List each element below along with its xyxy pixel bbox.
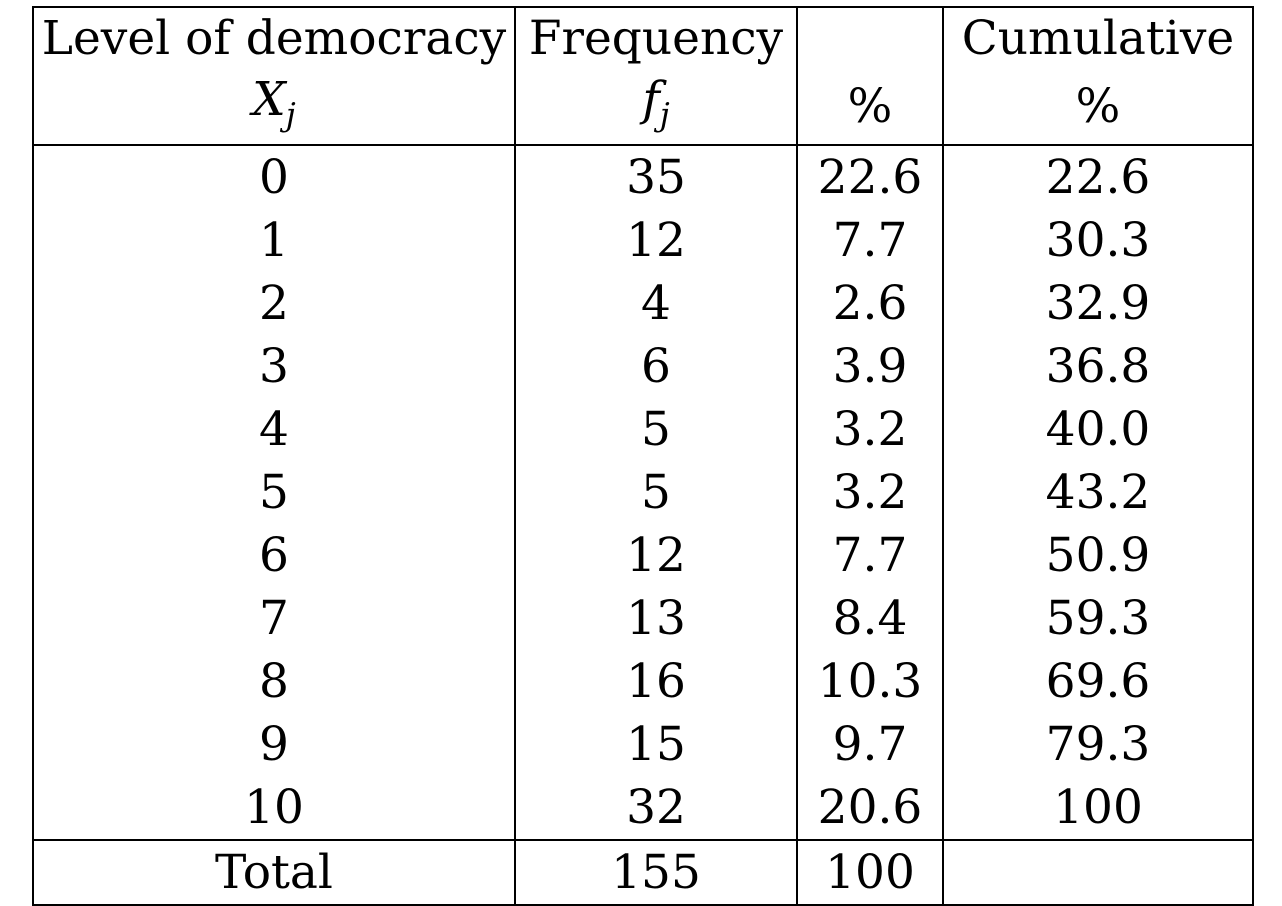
- level-cell: 10: [32, 776, 516, 841]
- total-percent: 100: [796, 839, 944, 906]
- frequency-table: Level of democracy Frequency Cumulative …: [32, 6, 1254, 906]
- percent-cell: 3.2: [796, 398, 944, 462]
- header-row-2: Xj fj % %: [32, 70, 1254, 147]
- table-row: 7 13 8.4 59.3: [32, 587, 1254, 651]
- cumulative-cell: 59.3: [942, 587, 1254, 651]
- level-cell: 9: [32, 713, 516, 777]
- level-cell: 0: [32, 145, 516, 210]
- cumulative-cell: 22.6: [942, 145, 1254, 210]
- frequency-cell: 32: [514, 776, 798, 841]
- table-row: 0 35 22.6 22.6: [32, 145, 1254, 210]
- header-f-var: f: [642, 72, 660, 127]
- cumulative-cell: 32.9: [942, 272, 1254, 336]
- cumulative-cell: 100: [942, 776, 1254, 841]
- header-f-subscript: j: [659, 95, 670, 134]
- frequency-cell: 12: [514, 209, 798, 273]
- table-row: 10 32 20.6 100: [32, 776, 1254, 841]
- table-row: 9 15 9.7 79.3: [32, 713, 1254, 777]
- cumulative-cell: 43.2: [942, 461, 1254, 525]
- frequency-cell: 13: [514, 587, 798, 651]
- table-row: 3 6 3.9 36.8: [32, 335, 1254, 399]
- table-row: 1 12 7.7 30.3: [32, 209, 1254, 273]
- header-cumulative-percent: %: [942, 70, 1254, 147]
- level-cell: 4: [32, 398, 516, 462]
- percent-cell: 20.6: [796, 776, 944, 841]
- table-row: 8 16 10.3 69.6: [32, 650, 1254, 714]
- table-row: 4 5 3.2 40.0: [32, 398, 1254, 462]
- frequency-cell: 16: [514, 650, 798, 714]
- frequency-cell: 12: [514, 524, 798, 588]
- level-cell: 6: [32, 524, 516, 588]
- percent-cell: 9.7: [796, 713, 944, 777]
- header-cumulative: Cumulative: [942, 6, 1254, 70]
- level-cell: 8: [32, 650, 516, 714]
- frequency-cell: 35: [514, 145, 798, 210]
- total-row: Total 155 100: [32, 839, 1254, 906]
- header-frequency: Frequency: [514, 6, 798, 70]
- header-row-1: Level of democracy Frequency Cumulative: [32, 6, 1254, 70]
- cumulative-cell: 30.3: [942, 209, 1254, 273]
- table-body: 0 35 22.6 22.6 1 12 7.7 30.3 2 4 2.6 32.9 3 6 3.9 36.8 4…: [32, 145, 1254, 841]
- cumulative-cell: 40.0: [942, 398, 1254, 462]
- level-cell: 7: [32, 587, 516, 651]
- frequency-cell: 6: [514, 335, 798, 399]
- cumulative-cell: 69.6: [942, 650, 1254, 714]
- percent-cell: 8.4: [796, 587, 944, 651]
- percent-cell: 3.9: [796, 335, 944, 399]
- total-cumulative: [942, 839, 1254, 906]
- table-row: 2 4 2.6 32.9: [32, 272, 1254, 336]
- header-x-var: X: [252, 72, 286, 127]
- table-row: 6 12 7.7 50.9: [32, 524, 1254, 588]
- header-percent-top: [796, 6, 944, 70]
- cumulative-cell: 50.9: [942, 524, 1254, 588]
- total-frequency: 155: [514, 839, 798, 906]
- frequency-cell: 4: [514, 272, 798, 336]
- level-cell: 3: [32, 335, 516, 399]
- total-label: Total: [32, 839, 516, 906]
- level-cell: 2: [32, 272, 516, 336]
- cumulative-cell: 36.8: [942, 335, 1254, 399]
- header-x-subscript: j: [285, 95, 296, 134]
- percent-cell: 10.3: [796, 650, 944, 714]
- header-fj: fj: [514, 70, 798, 147]
- table-row: 5 5 3.2 43.2: [32, 461, 1254, 525]
- level-cell: 5: [32, 461, 516, 525]
- cumulative-cell: 79.3: [942, 713, 1254, 777]
- percent-cell: 22.6: [796, 145, 944, 210]
- header-level-of-democracy: Level of democracy: [32, 6, 516, 70]
- header-xj: Xj: [32, 70, 516, 147]
- percent-cell: 7.7: [796, 209, 944, 273]
- percent-cell: 7.7: [796, 524, 944, 588]
- level-cell: 1: [32, 209, 516, 273]
- percent-cell: 3.2: [796, 461, 944, 525]
- header-percent: %: [796, 70, 944, 147]
- frequency-cell: 5: [514, 461, 798, 525]
- percent-cell: 2.6: [796, 272, 944, 336]
- frequency-cell: 5: [514, 398, 798, 462]
- frequency-cell: 15: [514, 713, 798, 777]
